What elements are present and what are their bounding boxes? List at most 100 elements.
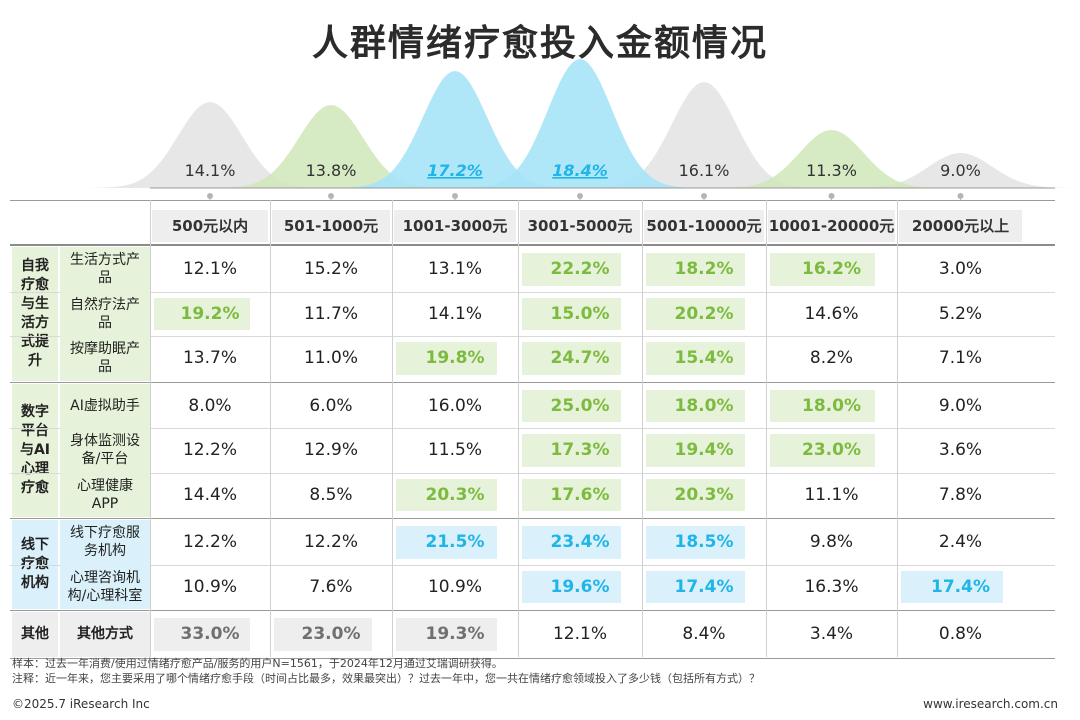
- cell-value-2-3-3: 20.3%: [425, 484, 485, 505]
- row-label-2-1: AI虚拟助手: [60, 383, 150, 428]
- row-label-3-1: 线下疗愈服务机构: [60, 520, 150, 565]
- cell-value-1-1-6: 16.2%: [802, 259, 861, 279]
- overall-bell-4: [452, 59, 708, 188]
- cell-value-2-1-2: 6.0%: [309, 395, 353, 416]
- overall-value-5: 16.1%: [679, 161, 730, 180]
- cell-highlight-1-2-1: [154, 297, 250, 330]
- row-divider-2-1: [10, 428, 1055, 429]
- cell-value-1-2-1: 19.2%: [180, 303, 240, 324]
- cell-highlight-2-2-6: [770, 434, 875, 467]
- group-divider-3: [10, 610, 1055, 611]
- overall-marker-1: [207, 193, 213, 199]
- cell-value-1-1-7: 3.0%: [938, 259, 983, 279]
- column-divider-6: [897, 200, 898, 657]
- group-divider-2: [10, 518, 1055, 519]
- cell-value-1-1-1: 12.1%: [182, 259, 237, 279]
- cell-value-3-2-1: 10.9%: [182, 576, 237, 597]
- column-header-6: 10001-20000元: [768, 210, 895, 242]
- cell-value-1-3-3: 19.8%: [425, 348, 485, 368]
- cell-value-1-3-4: 24.7%: [550, 348, 610, 368]
- cell-highlight-2-1-6: [770, 389, 875, 422]
- cell-value-2-1-5: 18.0%: [674, 395, 734, 416]
- cell-value-2-2-3: 11.5%: [427, 440, 482, 460]
- header-bottom-line: [10, 244, 1055, 246]
- cell-value-2-3-6: 11.1%: [804, 484, 859, 505]
- cell-value-2-2-7: 3.6%: [938, 440, 983, 460]
- cell-value-4-1-7: 0.8%: [938, 624, 983, 644]
- cell-value-3-2-7: 17.4%: [931, 576, 990, 597]
- cell-value-2-2-1: 12.2%: [182, 440, 237, 460]
- cell-value-4-1-6: 3.4%: [809, 624, 854, 644]
- row-label-1-1: 生活方式产品: [60, 247, 150, 292]
- cell-value-2-2-2: 12.9%: [303, 440, 358, 460]
- cell-highlight-2-1-5: [646, 389, 745, 422]
- cell-value-1-2-3: 14.1%: [427, 303, 482, 324]
- overall-value-3: 17.2%: [427, 161, 483, 180]
- column-divider-2: [392, 200, 393, 657]
- copyright: ©2025.7 iResearch Inc: [12, 697, 150, 711]
- cell-value-4-1-1: 33.0%: [180, 624, 240, 644]
- row-label-2-3: 心理健康APP: [60, 472, 150, 517]
- cell-value-1-3-2: 11.0%: [303, 348, 358, 368]
- cell-value-2-2-4: 17.3%: [550, 440, 610, 460]
- cell-value-3-1-4: 23.4%: [550, 532, 610, 552]
- cell-highlight-4-1-1: [154, 618, 250, 651]
- cell-highlight-1-1-5: [646, 253, 745, 286]
- cell-value-1-1-2: 15.2%: [303, 259, 358, 279]
- cell-highlight-2-2-5: [646, 434, 745, 467]
- overall-marker-2: [328, 193, 334, 199]
- cell-value-2-3-4: 17.6%: [550, 484, 610, 505]
- column-header-4: 3001-5000元: [520, 210, 640, 242]
- overall-value-2: 13.8%: [306, 161, 357, 180]
- cell-highlight-1-1-6: [770, 253, 875, 286]
- cell-value-2-1-6: 18.0%: [802, 395, 861, 416]
- cell-value-4-1-4: 12.1%: [552, 624, 607, 644]
- cell-value-3-1-3: 21.5%: [425, 532, 485, 552]
- cell-value-2-2-5: 19.4%: [674, 440, 734, 460]
- overall-marker-3: [452, 193, 458, 199]
- column-header-7: 20000元以上: [899, 210, 1022, 242]
- cell-value-3-1-1: 12.2%: [182, 532, 237, 552]
- cell-value-4-1-3: 19.3%: [425, 624, 485, 644]
- column-divider-1: [270, 200, 271, 657]
- website[interactable]: www.iresearch.com.cn: [923, 697, 1058, 711]
- cell-value-1-3-6: 8.2%: [809, 348, 854, 368]
- cell-highlight-1-2-5: [646, 297, 745, 330]
- cell-value-1-1-5: 18.2%: [674, 259, 734, 279]
- cell-value-1-3-5: 15.4%: [674, 348, 734, 368]
- cell-highlight-3-2-5: [646, 570, 745, 603]
- cell-value-3-2-3: 10.9%: [427, 576, 482, 597]
- overall-value-4: 18.4%: [552, 161, 608, 180]
- column-header-1: 500元以内: [152, 210, 268, 242]
- sample-note: 样本：过去一年消费/使用过情绪疗愈产品/服务的用户N=1561，于2024年12…: [12, 657, 503, 670]
- column-header-2: 501-1000元: [272, 210, 390, 242]
- cell-value-3-1-6: 9.8%: [809, 532, 854, 552]
- cell-value-4-1-5: 8.4%: [682, 624, 726, 644]
- row-label-4-1: 其他方式: [60, 612, 150, 657]
- cell-value-1-2-5: 20.2%: [674, 303, 734, 324]
- cell-highlight-3-1-4: [522, 526, 621, 559]
- cell-highlight-3-1-5: [646, 526, 745, 559]
- cell-highlight-3-1-3: [396, 526, 497, 559]
- group-label-1: 自我疗愈与生活方式提升: [12, 247, 58, 381]
- group-divider-1: [10, 381, 1055, 383]
- cell-highlight-4-1-2: [274, 618, 372, 651]
- cell-highlight-3-2-4: [522, 570, 621, 603]
- row-label-2-2: 身体监测设备/平台: [60, 428, 150, 473]
- cell-highlight-1-2-4: [522, 297, 621, 330]
- cell-highlight-1-3-5: [646, 342, 745, 375]
- overall-marker-5: [701, 193, 707, 199]
- overall-bell-3: [327, 71, 583, 188]
- cell-highlight-3-2-7: [901, 570, 1003, 603]
- cell-highlight-1-3-4: [522, 342, 621, 375]
- cell-value-2-1-7: 9.0%: [938, 395, 983, 416]
- cell-value-2-1-4: 25.0%: [550, 395, 610, 416]
- cell-value-3-2-6: 16.3%: [804, 576, 859, 597]
- cell-highlight-4-1-3: [396, 618, 497, 651]
- cell-value-1-2-6: 14.6%: [804, 303, 859, 324]
- cell-highlight-2-2-4: [522, 434, 621, 467]
- group-divider-4: [10, 657, 1055, 659]
- cell-highlight-2-3-4: [522, 478, 621, 511]
- row-label-1-3: 按摩助眠产品: [60, 336, 150, 381]
- row-divider-2-2: [10, 472, 1055, 474]
